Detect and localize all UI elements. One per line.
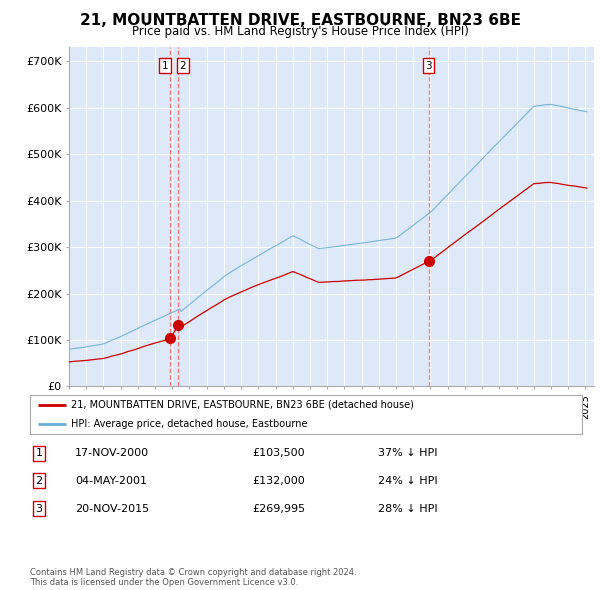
Text: 2: 2 [179, 61, 186, 71]
Text: 24% ↓ HPI: 24% ↓ HPI [378, 476, 437, 486]
Text: 2: 2 [35, 476, 43, 486]
Text: Price paid vs. HM Land Registry's House Price Index (HPI): Price paid vs. HM Land Registry's House … [131, 25, 469, 38]
Text: 37% ↓ HPI: 37% ↓ HPI [378, 448, 437, 458]
Text: 17-NOV-2000: 17-NOV-2000 [75, 448, 149, 458]
Text: £269,995: £269,995 [252, 504, 305, 513]
Text: £132,000: £132,000 [252, 476, 305, 486]
Text: Contains HM Land Registry data © Crown copyright and database right 2024.
This d: Contains HM Land Registry data © Crown c… [30, 568, 356, 587]
Text: 21, MOUNTBATTEN DRIVE, EASTBOURNE, BN23 6BE (detached house): 21, MOUNTBATTEN DRIVE, EASTBOURNE, BN23 … [71, 400, 414, 410]
Text: 1: 1 [162, 61, 169, 71]
Text: 21, MOUNTBATTEN DRIVE, EASTBOURNE, BN23 6BE: 21, MOUNTBATTEN DRIVE, EASTBOURNE, BN23 … [79, 13, 521, 28]
Text: 20-NOV-2015: 20-NOV-2015 [75, 504, 149, 513]
Text: 04-MAY-2001: 04-MAY-2001 [75, 476, 147, 486]
Text: 1: 1 [35, 448, 43, 458]
Text: £103,500: £103,500 [252, 448, 305, 458]
Text: 28% ↓ HPI: 28% ↓ HPI [378, 504, 437, 513]
Text: 3: 3 [35, 504, 43, 513]
Text: HPI: Average price, detached house, Eastbourne: HPI: Average price, detached house, East… [71, 419, 308, 429]
Text: 3: 3 [425, 61, 432, 71]
